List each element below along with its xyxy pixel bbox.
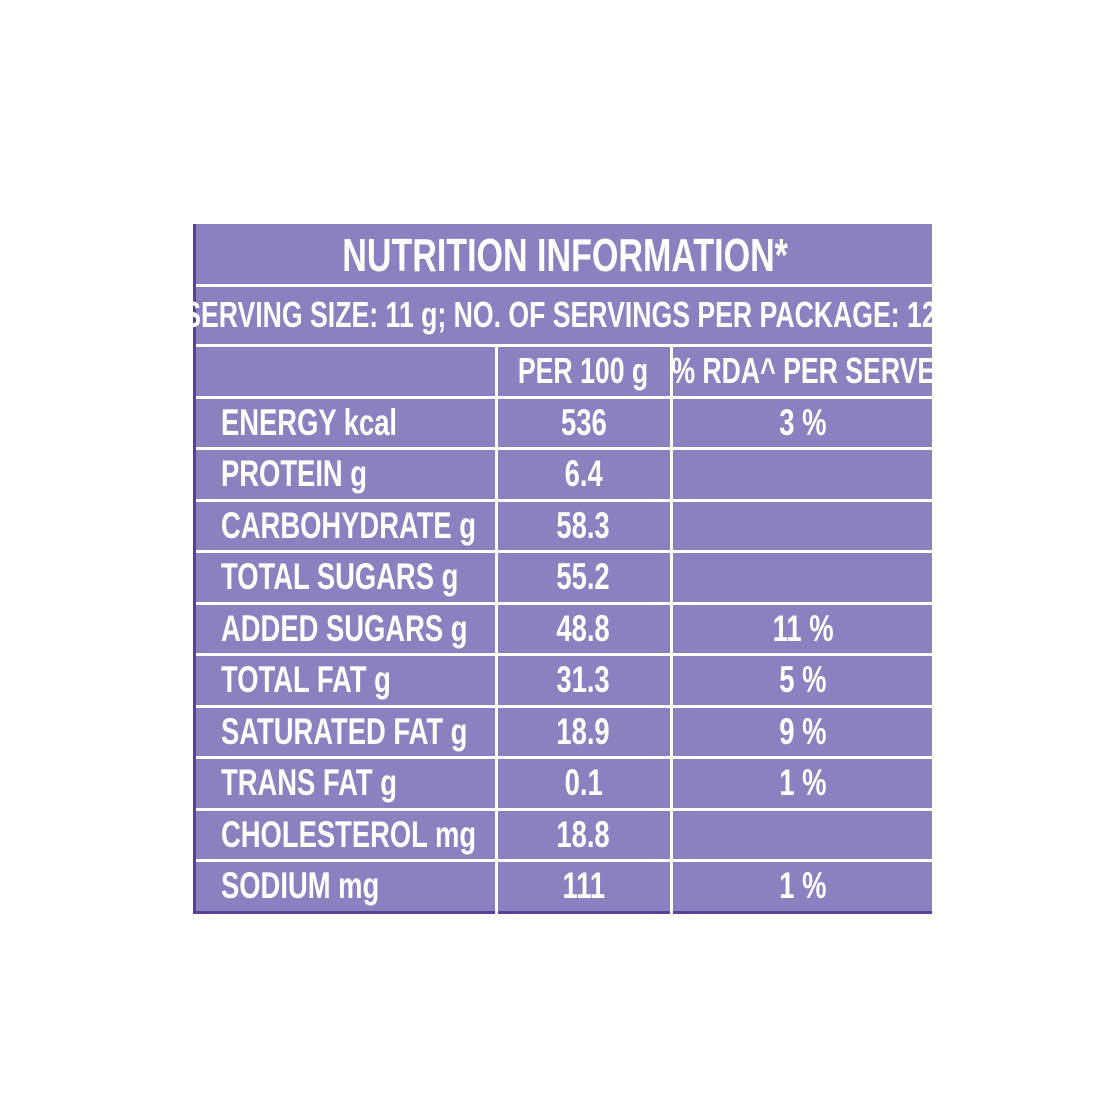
column-header: % RDA^ PER SERVE	[671, 345, 935, 397]
row-value: 58.3	[496, 500, 671, 552]
row-value-text: 18.8	[556, 813, 611, 855]
row-label-text: TOTAL FAT g	[221, 659, 391, 701]
row-rda: 1 %	[671, 758, 935, 810]
row-label-text: CHOLESTEROL mg	[221, 813, 477, 855]
divider	[196, 859, 935, 862]
row-value-text: 58.3	[556, 504, 611, 546]
row-rda: 1 %	[671, 861, 935, 913]
row-rda-text: 1 %	[779, 762, 827, 804]
row-rda: 11 %	[671, 603, 935, 655]
divider	[196, 704, 935, 708]
row-label: SATURATED FAT g	[221, 706, 496, 758]
row-label: ADDED SUGARS g	[221, 603, 496, 655]
row-label: TOTAL FAT g	[221, 655, 496, 707]
row-label: TRANS FAT g	[221, 758, 496, 810]
row-value: 0.1	[496, 758, 671, 810]
divider	[196, 807, 935, 811]
title-text: NUTRITION INFORMATION*	[342, 228, 789, 281]
row-value: 536	[496, 397, 671, 449]
divider	[196, 550, 935, 553]
row-rda-text: 5 %	[779, 659, 827, 701]
column-header-text: PER 100 g	[518, 350, 649, 391]
row-label-text: CARBOHYDRATE g	[221, 504, 477, 546]
row-value-text: 18.9	[556, 710, 611, 752]
divider	[196, 601, 935, 605]
row-label-text: TRANS FAT g	[221, 762, 397, 804]
divider	[196, 498, 935, 502]
row-label-text: TOTAL SUGARS g	[221, 556, 459, 598]
row-value-text: 6.4	[564, 453, 603, 495]
column-divider	[494, 345, 498, 914]
row-value: 31.3	[496, 655, 671, 707]
column-header: PER 100 g	[496, 345, 671, 397]
divider	[196, 653, 935, 656]
divider	[196, 396, 935, 399]
column-header-text: % RDA^ PER SERVE	[671, 350, 935, 391]
row-label-text: ENERGY kcal	[221, 401, 398, 443]
row-label-text: SODIUM mg	[221, 865, 380, 907]
divider	[196, 447, 935, 450]
row-value: 6.4	[496, 449, 671, 501]
row-label: CARBOHYDRATE g	[221, 500, 496, 552]
serving: SERVING SIZE: 11 g; NO. OF SERVINGS PER …	[184, 285, 948, 345]
row-rda-text: 1 %	[779, 865, 827, 907]
divider	[196, 756, 935, 759]
row-value-text: 536	[560, 401, 607, 443]
row-value-text: 55.2	[556, 556, 611, 598]
row-value-text: 0.1	[564, 762, 603, 804]
divider	[196, 284, 935, 287]
row-label-text: SATURATED FAT g	[221, 710, 468, 752]
row-value: 111	[496, 861, 671, 913]
row-label: CHOLESTEROL mg	[221, 809, 496, 861]
row-rda: 9 %	[671, 706, 935, 758]
row-value: 18.9	[496, 706, 671, 758]
row-label: SODIUM mg	[221, 861, 496, 913]
row-rda-text: 11 %	[772, 607, 834, 649]
row-value: 48.8	[496, 603, 671, 655]
nutrition-table: NUTRITION INFORMATION* SERVING SIZE: 11 g…	[184, 224, 948, 914]
divider	[196, 344, 935, 347]
row-value-text: 111	[562, 865, 605, 907]
row-value-text: 31.3	[556, 659, 611, 701]
row-label: PROTEIN g	[221, 449, 496, 501]
row-label-text: ADDED SUGARS g	[221, 607, 468, 649]
row-label: ENERGY kcal	[221, 397, 496, 449]
serving-text: SERVING SIZE: 11 g; NO. OF SERVINGS PER …	[183, 294, 948, 335]
row-value: 18.8	[496, 809, 671, 861]
column-divider	[669, 345, 673, 914]
row-value-text: 48.8	[556, 607, 611, 649]
row-rda-text: 9 %	[779, 710, 827, 752]
row-rda: 5 %	[671, 655, 935, 707]
title: NUTRITION INFORMATION*	[196, 224, 935, 285]
row-label: TOTAL SUGARS g	[221, 552, 496, 604]
row-label-text: PROTEIN g	[221, 453, 368, 495]
row-value: 55.2	[496, 552, 671, 604]
row-rda: 3 %	[671, 397, 935, 449]
row-rda-text: 3 %	[779, 401, 827, 443]
